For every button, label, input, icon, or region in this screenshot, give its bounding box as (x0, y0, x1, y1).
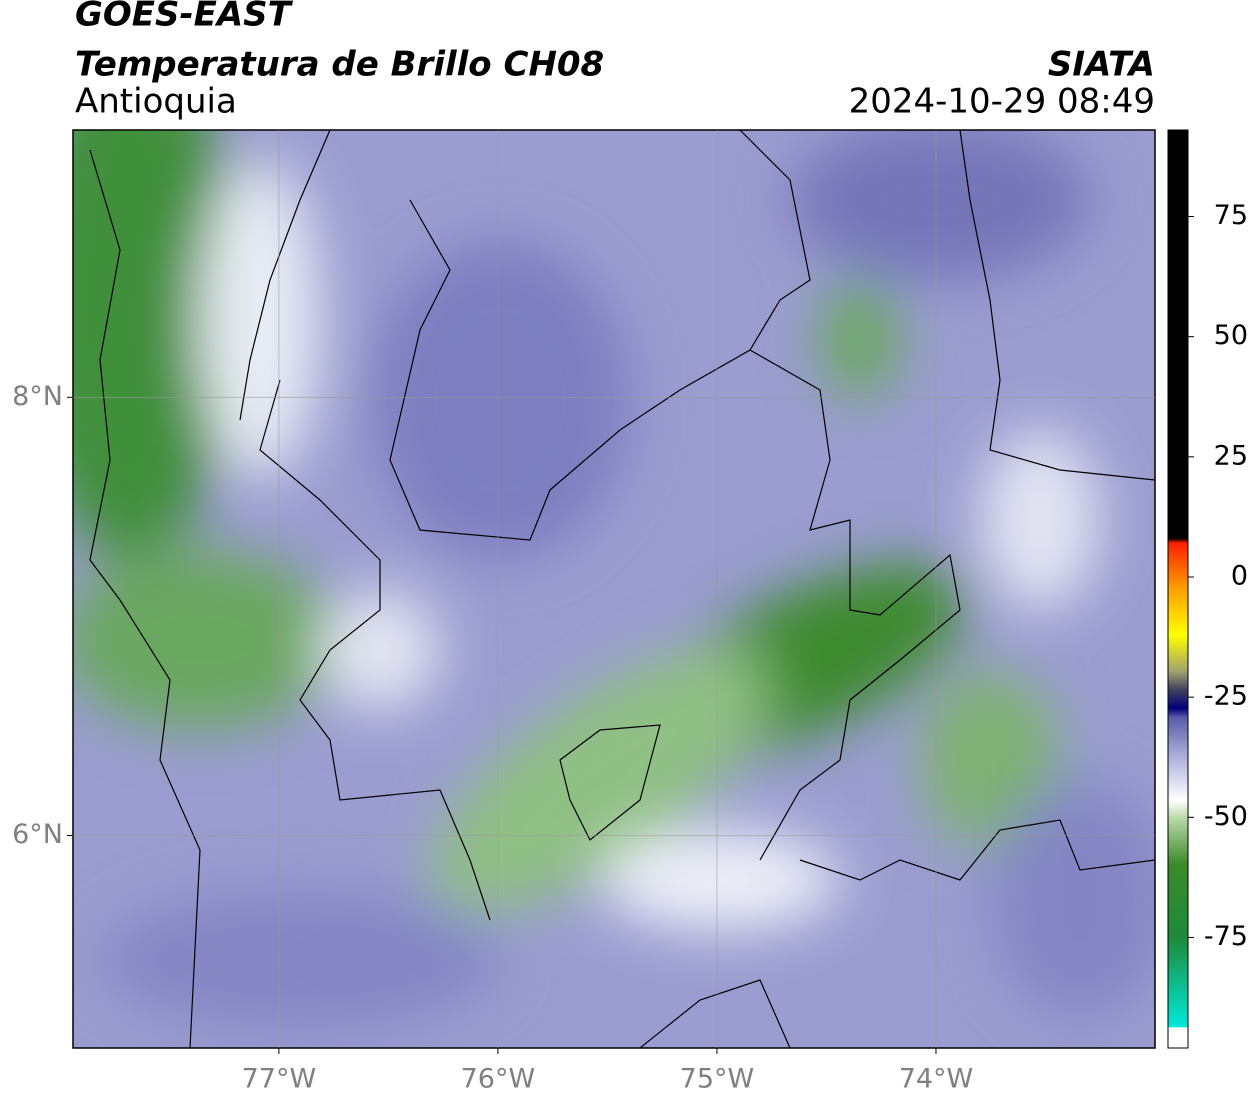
title: GOES-EAST (75, 0, 294, 35)
colorbar-tick-label: 25 (1214, 440, 1248, 471)
source: SIATA (1048, 45, 1155, 85)
borders (89, 130, 1155, 1048)
x-tick-label: 77°W (242, 1064, 317, 1095)
satellite-image (73, 130, 1155, 1048)
colorbar-tick-label: -25 (1204, 681, 1248, 712)
subtitle: Temperatura de Brillo CH08 (75, 45, 604, 85)
colorbar-tick-label: 50 (1214, 320, 1248, 351)
x-tick-label: 74°W (899, 1064, 974, 1095)
colorbar-tick-label: 75 (1214, 200, 1248, 231)
colorbar-tick-label: -75 (1204, 921, 1248, 952)
colorbar-tick-label: 0 (1231, 560, 1248, 591)
x-tick-label: 76°W (461, 1064, 536, 1095)
map-frame (72, 129, 1156, 1049)
datetime: 2024-10-29 08:49 (849, 82, 1155, 122)
x-tick-label: 75°W (680, 1064, 755, 1095)
y-tick-label: 8°N (12, 381, 63, 412)
region: Antioquia (75, 82, 237, 122)
colorbar (1167, 129, 1189, 1049)
y-tick-label: 6°N (12, 819, 63, 850)
colorbar-tick-label: -50 (1204, 801, 1248, 832)
